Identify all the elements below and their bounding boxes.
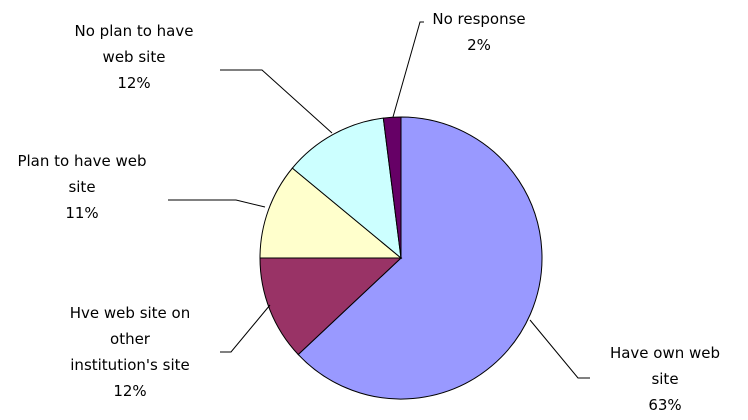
leader-lines bbox=[168, 21, 590, 379]
slice-percent: 12% bbox=[117, 74, 150, 92]
slice-percent: 63% bbox=[648, 396, 681, 414]
slice-percent: 12% bbox=[113, 382, 146, 400]
slice-label-line: web site bbox=[103, 48, 166, 66]
slice-label-line: No plan to have bbox=[75, 22, 194, 40]
leader-line bbox=[220, 304, 271, 353]
pie-slice bbox=[291, 117, 402, 260]
slice-label-line: Plan to have web bbox=[17, 152, 146, 170]
pie-slice bbox=[382, 116, 402, 259]
leader-line bbox=[529, 319, 590, 379]
slice-label-line: other bbox=[110, 330, 151, 348]
slice-label-line: institution's site bbox=[70, 356, 189, 374]
slice-label-line: site bbox=[68, 178, 95, 196]
slice-label: Plan to have web site 11% bbox=[17, 152, 146, 222]
pie-slice bbox=[259, 257, 403, 356]
slice-label-line: No response bbox=[432, 10, 525, 28]
leader-line bbox=[392, 21, 424, 118]
slice-label-line: Hve web site on bbox=[70, 304, 190, 322]
slice-percent: 11% bbox=[65, 204, 98, 222]
leader-line bbox=[220, 69, 333, 134]
slice-label-line: Have own web bbox=[610, 344, 720, 362]
pie-slice bbox=[259, 167, 403, 259]
slice-label-line: site bbox=[651, 370, 678, 388]
leader-line bbox=[168, 199, 266, 208]
pie-slices bbox=[259, 116, 543, 400]
slice-label: No plan to have web site 12% bbox=[75, 22, 194, 92]
slice-label: Hve web site on other institution's site 12… bbox=[70, 304, 190, 400]
slice-label: No response 2% bbox=[432, 10, 525, 54]
slice-percent: 2% bbox=[467, 36, 491, 54]
pie-slice bbox=[297, 116, 543, 400]
slice-label: Have own web site 63% bbox=[610, 344, 720, 414]
slice-labels: Have own web site 63% Hve web site on other i… bbox=[17, 10, 720, 414]
